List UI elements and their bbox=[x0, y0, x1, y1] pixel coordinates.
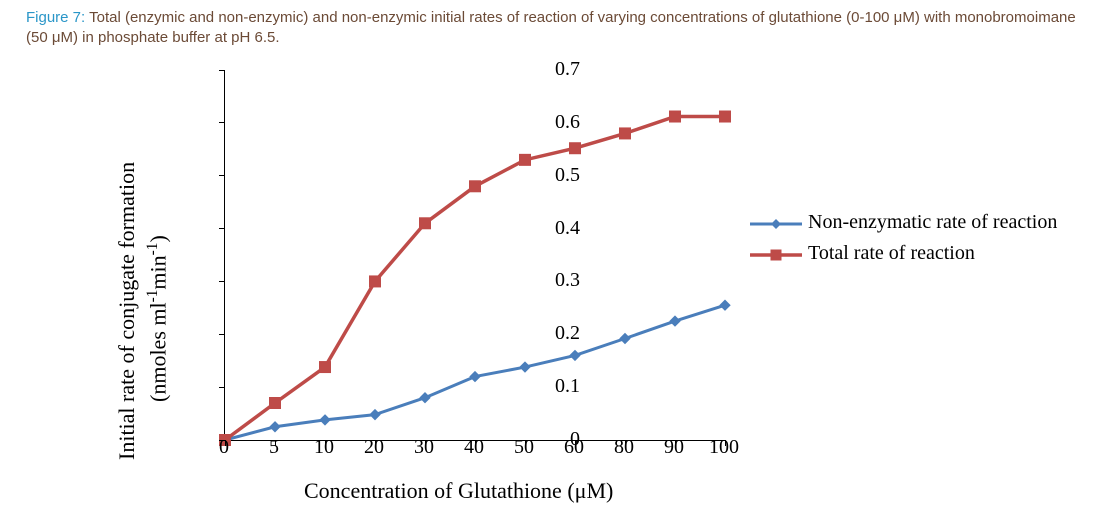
legend-label: Non-enzymatic rate of reaction bbox=[808, 210, 1057, 235]
y-axis-title-line1: Initial rate of conjugate formation bbox=[114, 162, 140, 460]
y-tick bbox=[219, 387, 225, 388]
chart-container: Initial rate of conjugate formation (nmo… bbox=[110, 60, 1090, 520]
figure-caption-text: Total (enzymic and non-enzymic) and non-… bbox=[26, 9, 1076, 46]
marker-square bbox=[620, 128, 631, 139]
marker-square bbox=[270, 398, 281, 409]
marker-square bbox=[570, 143, 581, 154]
y-tick-label: 0.7 bbox=[520, 58, 580, 81]
legend-label: Total rate of reaction bbox=[808, 241, 975, 266]
x-tick-label: 10 bbox=[314, 436, 334, 459]
marker-diamond bbox=[720, 300, 730, 310]
marker-square bbox=[370, 276, 381, 287]
marker-diamond bbox=[420, 393, 430, 403]
y-tick bbox=[219, 228, 225, 229]
y-tick-label: 0.2 bbox=[520, 322, 580, 345]
x-tick-label: 100 bbox=[709, 436, 739, 459]
legend-swatch bbox=[750, 245, 802, 265]
y-tick-label: 0.1 bbox=[520, 375, 580, 398]
y-tick bbox=[219, 334, 225, 335]
y-tick bbox=[219, 175, 225, 176]
chart-lines bbox=[225, 70, 725, 440]
marker-square bbox=[670, 111, 681, 122]
x-tick-label: 90 bbox=[664, 436, 684, 459]
legend-item-total: Total rate of reaction bbox=[750, 241, 1070, 266]
marker-diamond bbox=[570, 350, 580, 360]
marker-square bbox=[420, 218, 431, 229]
y-tick-label: 0.6 bbox=[520, 111, 580, 134]
plot-area bbox=[224, 70, 725, 441]
series-line-total bbox=[225, 117, 725, 440]
y-tick bbox=[219, 122, 225, 123]
figure-page: Figure 7: Total (enzymic and non-enzymic… bbox=[0, 0, 1110, 524]
legend: Non-enzymatic rate of reaction Total rate… bbox=[750, 210, 1070, 272]
x-tick-label: 30 bbox=[414, 436, 434, 459]
x-tick-label: 0 bbox=[219, 436, 229, 459]
y-tick-label: 0.4 bbox=[520, 217, 580, 240]
marker-diamond bbox=[270, 422, 280, 432]
x-tick-label: 80 bbox=[614, 436, 634, 459]
marker-diamond bbox=[520, 362, 530, 372]
marker-diamond bbox=[320, 415, 330, 425]
marker-diamond bbox=[370, 410, 380, 420]
y-axis-title-line2: (nmoles ml-1min-1) bbox=[144, 235, 171, 402]
x-tick-label: 5 bbox=[269, 436, 279, 459]
x-tick-label: 40 bbox=[464, 436, 484, 459]
x-tick-label: 60 bbox=[564, 436, 584, 459]
marker-diamond bbox=[670, 316, 680, 326]
marker-square bbox=[320, 362, 331, 373]
y-tick bbox=[219, 281, 225, 282]
x-tick-label: 20 bbox=[364, 436, 384, 459]
figure-caption: Figure 7: Total (enzymic and non-enzymic… bbox=[26, 8, 1086, 49]
y-tick bbox=[219, 70, 225, 71]
x-tick-label: 50 bbox=[514, 436, 534, 459]
figure-number: Figure 7: bbox=[26, 9, 85, 26]
marker-square bbox=[470, 181, 481, 192]
y-tick-label: 0.5 bbox=[520, 164, 580, 187]
marker-diamond bbox=[470, 372, 480, 382]
y-tick-label: 0.3 bbox=[520, 269, 580, 292]
marker-diamond bbox=[620, 334, 630, 344]
legend-swatch bbox=[750, 214, 802, 234]
x-axis-title: Concentration of Glutathione (μM) bbox=[304, 478, 613, 504]
legend-item-non_enzymatic: Non-enzymatic rate of reaction bbox=[750, 210, 1070, 235]
marker-square bbox=[720, 111, 731, 122]
